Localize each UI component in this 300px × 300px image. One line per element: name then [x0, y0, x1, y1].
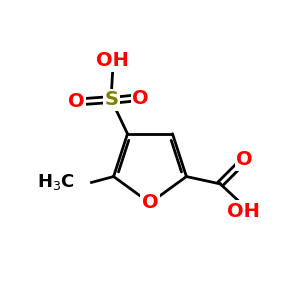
Text: O: O — [236, 150, 253, 169]
Text: H$_3$C: H$_3$C — [38, 172, 75, 192]
Text: O: O — [142, 194, 158, 212]
Text: O: O — [68, 92, 84, 111]
Text: S: S — [104, 90, 118, 110]
Text: OH: OH — [96, 51, 129, 70]
Text: O: O — [132, 89, 149, 108]
Text: OH: OH — [227, 202, 260, 220]
